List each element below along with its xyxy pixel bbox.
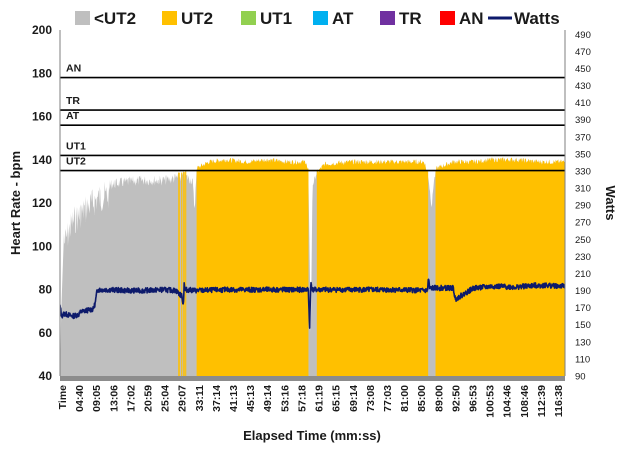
x-tick-label: 25:04	[160, 385, 172, 412]
hr-area-ut2-segment	[183, 171, 185, 376]
x-tick-label: 41:13	[228, 385, 240, 412]
x-tick-label: 04:40	[74, 385, 86, 412]
y-tick-label: 120	[32, 196, 52, 210]
y2-tick-label: 90	[575, 372, 586, 383]
x-tick-label: 108:46	[519, 385, 531, 418]
x-tick-label: 17:02	[125, 385, 137, 412]
legend-label: Watts	[514, 9, 560, 28]
x-tick-label: 13:06	[108, 385, 120, 412]
y2-tick-label: 490	[575, 30, 591, 41]
hr-area-ut2-segment	[178, 172, 180, 376]
y2-tick-label: 450	[575, 64, 591, 75]
legend-label: <UT2	[94, 9, 136, 28]
legend-label: TR	[399, 9, 422, 28]
x-tick-label: 85:00	[416, 385, 428, 412]
x-tick-label: 81:00	[399, 385, 411, 412]
y2-tick-label: 250	[575, 235, 591, 246]
x-tick-label: 61:19	[314, 385, 326, 412]
y2-tick-label: 310	[575, 184, 591, 195]
x-tick-label: 100:53	[485, 385, 497, 418]
x-tick-label: 09:05	[91, 385, 103, 412]
legend-label: UT2	[181, 9, 213, 28]
y-axis-title: Heart Rate - bpm	[8, 151, 23, 255]
zone-label-ut1: UT1	[66, 140, 86, 152]
zone-label-at: AT	[66, 110, 80, 122]
y-tick-label: 180	[32, 66, 52, 80]
y2-tick-label: 290	[575, 201, 591, 212]
legend-swatch-4	[380, 11, 395, 25]
x-tick-label: 29:07	[177, 385, 189, 412]
x-tick-label: 65:15	[331, 385, 343, 412]
y2-tick-label: 270	[575, 218, 591, 229]
y2-tick-label: 210	[575, 269, 591, 280]
y-tick-label: 80	[39, 283, 53, 297]
y2-tick-label: 330	[575, 166, 591, 177]
x-tick-label: 116:38	[553, 385, 565, 417]
hr-area-ut2-segment	[181, 172, 183, 376]
x-tick-label: 104:46	[502, 385, 514, 418]
hr-area-ut2-segment	[185, 171, 187, 376]
legend-swatch-3	[313, 11, 328, 25]
y-tick-label: 160	[32, 110, 52, 124]
legend: <UT2 UT2 UT1 AT TR AN Watts	[75, 9, 560, 28]
legend-swatch-1	[162, 11, 177, 25]
hr-area-ut2-segment	[435, 157, 565, 376]
legend-label: AN	[459, 9, 484, 28]
hr-area-ut2-segment	[196, 157, 309, 376]
x-axis-title: Elapsed Time (mm:ss)	[243, 428, 381, 443]
zone-label-an: AN	[66, 63, 81, 75]
legend-swatch-0	[75, 11, 90, 25]
hr-area-ut2-segment	[316, 159, 429, 376]
y2-tick-label: 370	[575, 132, 591, 143]
zone-label-tr: TR	[66, 95, 80, 107]
legend-swatch-2	[241, 11, 256, 25]
x-tick-label: 20:59	[143, 385, 155, 412]
x-axis-bar	[60, 376, 565, 381]
y2-axis-title: Watts	[603, 186, 618, 221]
x-tick-label: 73:08	[365, 385, 377, 412]
plot-area	[60, 157, 565, 376]
y2-tick-label: 390	[575, 115, 591, 126]
y2-tick-label: 190	[575, 286, 591, 297]
x-tick-label: Time	[57, 385, 69, 409]
y2-tick-label: 110	[575, 354, 590, 365]
y2-tick-label: 130	[575, 337, 591, 348]
x-tick-label: 45:13	[245, 385, 257, 412]
x-tick-label: 77:03	[382, 385, 394, 412]
y2-tick-label: 410	[575, 98, 591, 109]
y2-tick-label: 350	[575, 149, 591, 160]
x-tick-label: 33:11	[194, 385, 206, 411]
y-tick-label: 200	[32, 23, 52, 37]
y-tick-label: 100	[32, 239, 52, 253]
y2-tick-label: 430	[575, 81, 591, 92]
x-tick-label: 53:16	[279, 385, 291, 412]
y-tick-label: 60	[39, 326, 53, 340]
x-tick-label: 57:18	[296, 385, 308, 412]
x-tick-label: 92:50	[450, 385, 462, 412]
x-tick-label: 89:00	[433, 385, 445, 412]
legend-swatch-5	[440, 11, 455, 25]
x-tick-label: 96:53	[468, 385, 480, 412]
y2-tick-label: 170	[575, 303, 591, 314]
legend-label: AT	[332, 9, 354, 28]
y2-tick-label: 230	[575, 252, 591, 263]
legend-label: UT1	[260, 9, 292, 28]
watts-line	[60, 278, 565, 329]
x-tick-label: 69:14	[348, 385, 360, 412]
x-tick-label: 37:14	[211, 385, 223, 412]
axes: UT2 UT1 AT TR AN 40 60 80 100 120 140 160 180 200 90 11…	[32, 23, 591, 418]
y2-tick-label: 470	[575, 47, 591, 58]
y-tick-label: 40	[39, 369, 53, 383]
y-tick-label: 140	[32, 153, 52, 167]
x-tick-label: 49:14	[262, 385, 274, 412]
y2-tick-label: 150	[575, 320, 591, 331]
zone-label-ut2: UT2	[66, 156, 86, 168]
x-tick-label: 112:39	[536, 385, 548, 417]
